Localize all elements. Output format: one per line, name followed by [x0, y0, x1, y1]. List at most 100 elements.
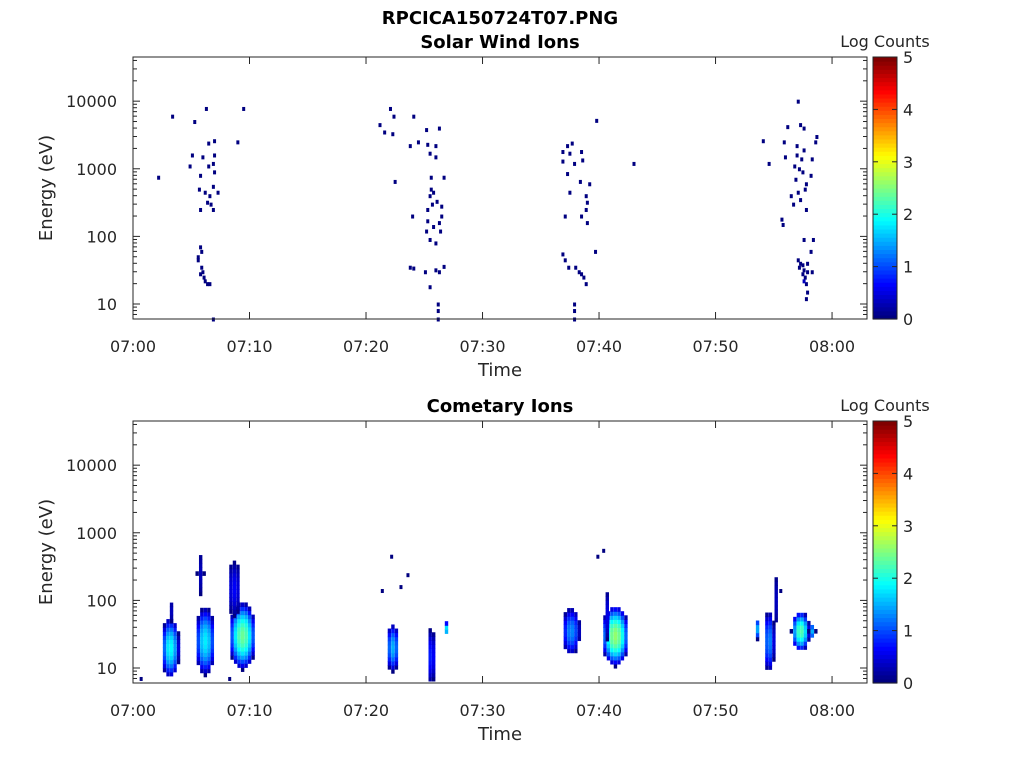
cometary-cell — [577, 628, 582, 633]
cometary-cell — [166, 667, 170, 673]
cometary-cell — [230, 651, 234, 656]
cometary-cell — [203, 607, 208, 613]
cometary-cell — [800, 645, 804, 650]
solar-wind-cell — [811, 237, 815, 242]
solar-wind-cell — [795, 153, 799, 158]
solar-wind-cell — [795, 144, 799, 149]
cometary-panel: Cometary Ions 07:00 07:10 07:20 07:30 07:40 0… — [36, 396, 930, 745]
cometary-cell — [765, 661, 769, 666]
cometary-cell — [779, 589, 783, 594]
solar-wind-colorbar-swatch — [873, 310, 897, 316]
cometary-colorbar-swatch — [873, 625, 897, 631]
cometary-colorbar-swatch — [873, 678, 897, 684]
cometary-cell — [166, 627, 170, 632]
cometary-cell — [166, 663, 170, 669]
solar-wind-cell — [806, 270, 810, 275]
cometary-colorbar-swatch — [873, 674, 897, 680]
solar-wind-colorbar-swatch — [873, 290, 897, 296]
solar-wind-cell — [430, 202, 434, 207]
cometary-cell — [251, 618, 255, 624]
cometary-cell — [803, 620, 808, 626]
cometary-cell — [230, 622, 234, 628]
cometary-cell — [431, 632, 436, 637]
solar-wind-cell — [582, 275, 586, 280]
solar-wind-cell — [585, 221, 589, 226]
cometary-cell — [169, 606, 174, 612]
cometary-x-tick-label: 07:50 — [692, 701, 738, 720]
cometary-cell — [387, 640, 392, 646]
cometary-heatmap — [139, 548, 818, 682]
solar-wind-cell — [378, 123, 382, 128]
solar-wind-colorbar-swatch — [873, 273, 897, 279]
solar-wind-colorbar-swatch — [873, 216, 897, 222]
cometary-cell — [624, 647, 628, 653]
cometary-cell — [793, 637, 797, 642]
cometary-cell — [796, 629, 801, 634]
solar-wind-cell — [193, 120, 197, 125]
solar-wind-x-tick-label: 07:10 — [226, 337, 272, 356]
cometary-colorbar-swatch — [873, 609, 897, 615]
cometary-cell — [173, 643, 177, 649]
solar-wind-colorbar-swatch — [873, 294, 897, 300]
cometary-cell — [196, 652, 201, 658]
cometary-cell — [391, 669, 395, 674]
cometary-cell — [162, 623, 167, 628]
cometary-cell — [139, 676, 143, 681]
cometary-cell — [173, 647, 177, 653]
solar-wind-colorbar-swatch — [873, 261, 897, 267]
cometary-cell — [428, 676, 432, 682]
solar-wind-heatmap — [157, 99, 819, 322]
solar-wind-colorbar-swatch — [873, 151, 897, 156]
cometary-cell — [196, 644, 201, 649]
cometary-cell — [567, 632, 571, 637]
cometary-cell — [613, 611, 618, 616]
cometary-cell — [765, 657, 769, 662]
solar-wind-cell — [211, 161, 215, 166]
cometary-colorbar-swatch — [873, 552, 897, 557]
cometary-cell — [613, 635, 618, 641]
cometary-cell — [796, 641, 801, 646]
cometary-cell — [574, 640, 578, 646]
solar-wind-cell — [800, 157, 804, 162]
cometary-cell — [166, 643, 170, 649]
cometary-colorbar-tick-label: 1 — [903, 622, 913, 641]
cometary-cell — [207, 611, 211, 617]
solar-wind-cell — [213, 153, 217, 158]
cometary-cell — [394, 632, 399, 638]
cometary-cell — [229, 572, 233, 578]
cometary-cell — [247, 659, 252, 664]
cometary-cell — [251, 655, 255, 660]
cometary-cell — [232, 588, 237, 594]
cometary-cell — [570, 620, 575, 625]
cometary-cell — [796, 637, 801, 642]
cometary-cell — [162, 667, 167, 673]
solar-wind-cell — [171, 114, 175, 119]
cometary-cell — [620, 639, 625, 645]
solar-wind-cell — [428, 285, 432, 290]
cometary-cell — [567, 648, 571, 654]
cometary-cell — [251, 622, 255, 628]
cometary-cell — [173, 631, 177, 636]
solar-wind-colorbar-swatch — [873, 171, 897, 177]
cometary-cell — [229, 593, 233, 598]
cometary-cell — [796, 633, 801, 638]
cometary-cell — [233, 626, 238, 632]
cometary-cell — [563, 628, 568, 633]
cometary-colorbar-swatch — [873, 515, 897, 520]
cometary-cell — [431, 664, 436, 670]
solar-wind-colorbar-label: Log Counts — [840, 32, 930, 51]
cometary-colorbar-swatch — [873, 437, 897, 443]
cometary-cell — [169, 627, 174, 632]
cometary-cell — [240, 659, 245, 664]
cometary-cell — [613, 651, 618, 657]
solar-wind-cell — [577, 270, 581, 275]
solar-wind-cell — [425, 128, 429, 133]
cometary-colorbar-swatch — [873, 511, 897, 516]
cometary-cell — [207, 664, 211, 670]
cometary-cell — [613, 647, 618, 653]
solar-wind-cell — [207, 141, 211, 146]
cometary-cell — [207, 668, 211, 674]
cometary-cell — [237, 655, 241, 660]
cometary-cell — [169, 623, 174, 628]
cometary-cell — [574, 616, 578, 621]
